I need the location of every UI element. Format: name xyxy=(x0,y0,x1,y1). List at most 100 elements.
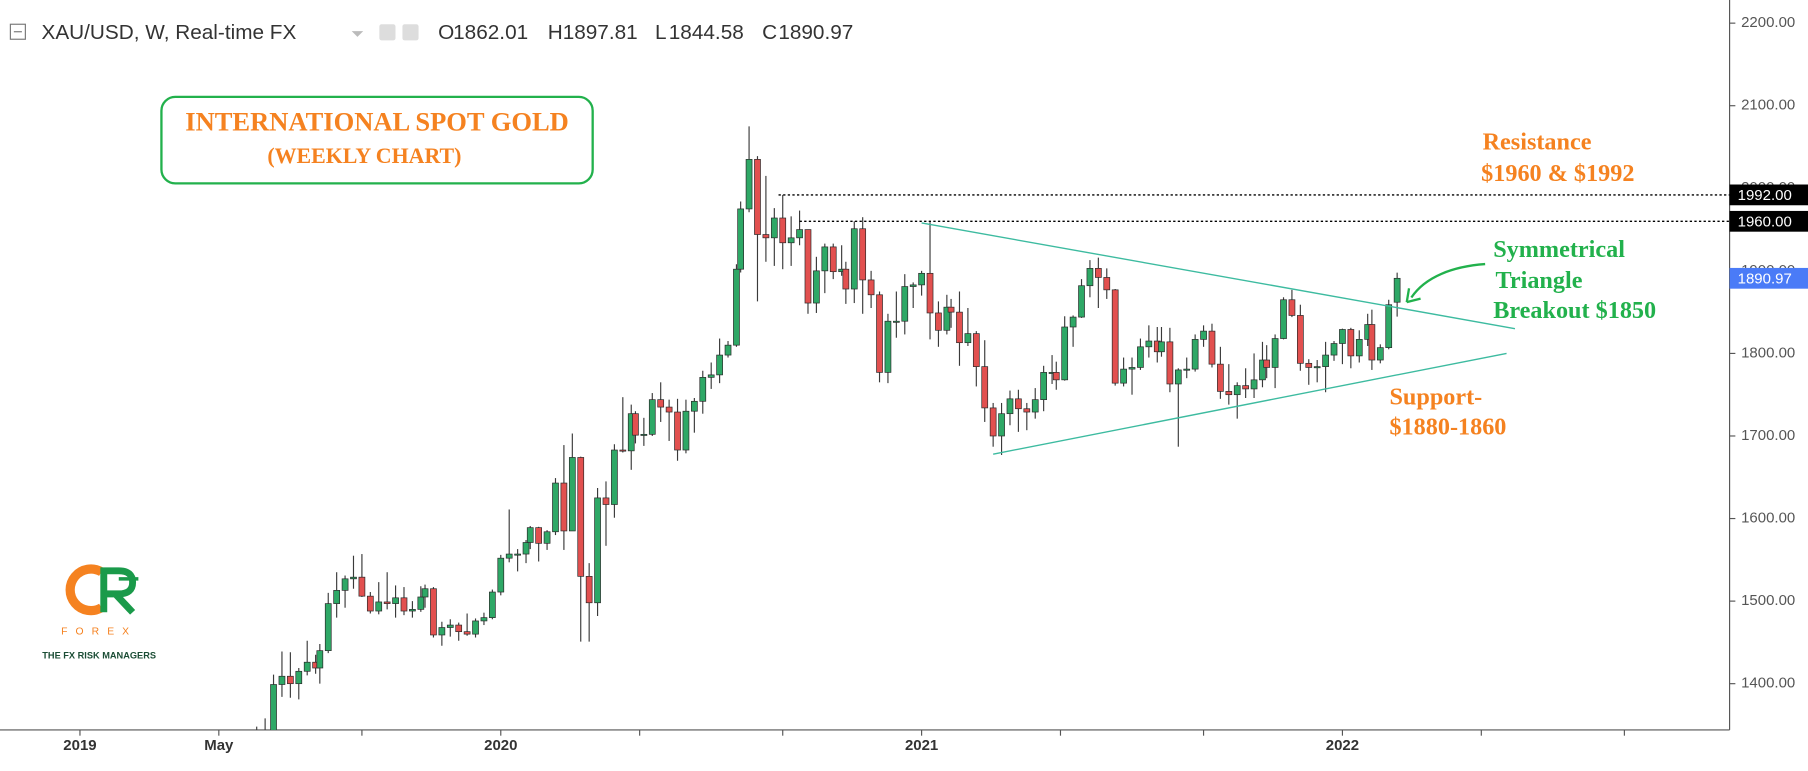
breakout-arrowhead xyxy=(1405,288,1421,304)
candle-body xyxy=(733,268,740,346)
ohlc-value: 1890.97 xyxy=(778,21,853,44)
settings-icon[interactable] xyxy=(402,24,419,41)
candle-body xyxy=(1322,354,1329,367)
candle-body xyxy=(430,588,437,636)
candle-body xyxy=(1225,391,1233,396)
logo-name: FOREX xyxy=(61,627,137,638)
candle-body xyxy=(1174,369,1182,385)
logo: FOREX THE FX RISK MANAGERS xyxy=(42,564,156,661)
candle-body xyxy=(821,246,829,272)
candle-body xyxy=(867,279,875,296)
candle-body xyxy=(1166,341,1174,385)
candle-body xyxy=(716,354,723,376)
candle-body xyxy=(341,578,349,591)
candle-body xyxy=(935,312,942,331)
candle-body xyxy=(1385,304,1393,348)
candle-body xyxy=(505,553,513,559)
candle-body xyxy=(1368,324,1376,361)
ohlc-value: 1897.81 xyxy=(563,21,638,44)
candle-body xyxy=(1208,330,1216,365)
candle-body xyxy=(745,159,753,210)
dropdown-arrow[interactable] xyxy=(351,31,364,37)
candle-body xyxy=(998,413,1005,437)
support-annotation: $1880-1860 xyxy=(1389,414,1506,441)
candle-body xyxy=(901,286,909,322)
candle-body xyxy=(947,306,955,313)
breakout-annotation: Triangle xyxy=(1496,267,1583,294)
eye-icon[interactable] xyxy=(379,24,396,41)
candle-body xyxy=(1217,363,1224,392)
candle-body xyxy=(1297,315,1304,364)
chart-subtitle: (WEEKLY CHART) xyxy=(267,143,461,168)
candle-body xyxy=(1183,368,1191,371)
candle-body xyxy=(1078,285,1085,318)
ohlc-value: 1862.01 xyxy=(453,21,528,44)
candle-body xyxy=(682,410,690,451)
candle-body xyxy=(1086,268,1094,287)
candle-body xyxy=(657,399,665,408)
ohlc-label: H xyxy=(548,21,563,44)
candle-body xyxy=(1145,340,1153,348)
collapse-icon[interactable] xyxy=(9,23,26,40)
breakout-annotation: Breakout $1850 xyxy=(1493,297,1656,324)
candle-body xyxy=(943,306,951,331)
candle-body xyxy=(1250,379,1258,390)
candle-body xyxy=(278,675,286,685)
ohlc-label: L xyxy=(655,21,667,44)
candle-body xyxy=(770,217,778,239)
candle-body xyxy=(611,449,618,505)
candle-body xyxy=(602,497,610,505)
candle-body xyxy=(876,294,883,373)
candle-body xyxy=(324,603,332,652)
x-tick-label: 2020 xyxy=(484,737,517,754)
candle-body xyxy=(850,228,858,290)
candle-body xyxy=(1280,299,1287,339)
candle-body xyxy=(1339,329,1346,344)
candle-body xyxy=(438,627,446,636)
candle-body xyxy=(619,449,627,452)
candle-body xyxy=(1347,329,1355,357)
candle-body xyxy=(1158,341,1165,353)
x-tick-label: 2022 xyxy=(1326,737,1359,754)
logo-c xyxy=(65,564,104,616)
candle-body xyxy=(358,576,366,597)
ohlc-label: C xyxy=(762,21,777,44)
level-label: 1992.00 xyxy=(1738,187,1792,204)
candle-body xyxy=(884,320,892,373)
candle-body xyxy=(964,333,972,344)
candle-body xyxy=(522,542,530,555)
candle-body xyxy=(375,601,383,612)
candle-body xyxy=(1015,398,1022,410)
candle-body xyxy=(893,320,900,323)
candle-body xyxy=(665,406,673,413)
candle-body xyxy=(333,590,341,604)
resistance-annotation: $1960 & $1992 xyxy=(1481,160,1634,187)
candle-body xyxy=(417,596,425,610)
candle-body xyxy=(1288,299,1296,316)
candle-body xyxy=(1313,366,1321,369)
candle-body xyxy=(383,601,391,604)
candle-body xyxy=(724,344,732,356)
candle-body xyxy=(455,624,463,633)
logo-r xyxy=(100,567,137,615)
candle-body xyxy=(560,482,568,532)
level-label: 1960.00 xyxy=(1738,213,1792,230)
candle-body xyxy=(1393,277,1401,303)
candle-body xyxy=(480,617,488,622)
candle-body xyxy=(514,553,521,556)
resistance-annotation: Resistance xyxy=(1483,129,1592,156)
last-price-box xyxy=(1729,267,1808,289)
candle-body xyxy=(1330,343,1338,356)
candle-body xyxy=(989,407,997,437)
candle-body xyxy=(699,377,707,402)
support-annotation: Support- xyxy=(1389,384,1482,411)
candle-body xyxy=(779,217,787,244)
ohlc-value: 1844.58 xyxy=(669,21,744,44)
level-label-box xyxy=(1729,184,1808,206)
breakout-arrow xyxy=(1410,262,1486,299)
candle-body xyxy=(594,497,601,604)
candle-body xyxy=(463,631,471,635)
candle-body xyxy=(1355,339,1363,357)
